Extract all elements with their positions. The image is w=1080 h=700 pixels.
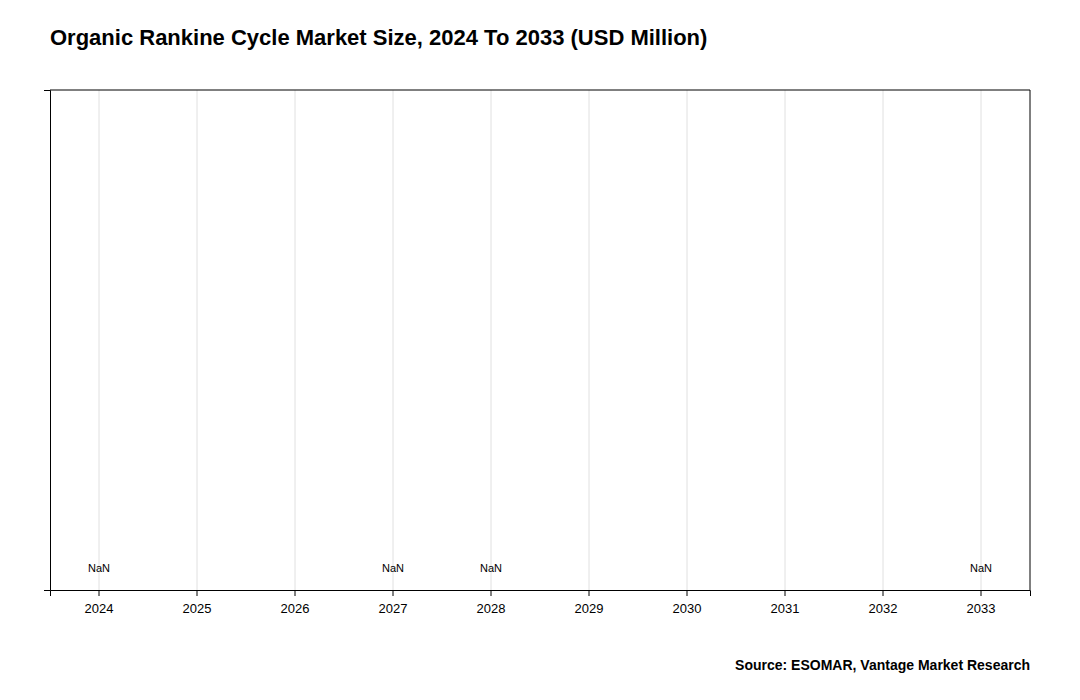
grid-line bbox=[99, 90, 100, 590]
annotation: NaN bbox=[382, 562, 404, 574]
grid-line bbox=[785, 90, 786, 590]
x-tick-label: 2025 bbox=[183, 601, 212, 616]
title: Organic Rankine Cycle Market Size, 2024 … bbox=[50, 25, 707, 50]
y-axis bbox=[44, 91, 51, 591]
x-tick: 2031 bbox=[771, 590, 800, 616]
x-tick-mark bbox=[883, 590, 884, 596]
x-tick: 2027 bbox=[379, 590, 408, 616]
x-tick-label: 2026 bbox=[281, 601, 310, 616]
x-tick-mark bbox=[99, 590, 100, 596]
grid-line bbox=[393, 90, 394, 590]
annotation: NaN bbox=[88, 562, 110, 574]
x-tick-label: 2032 bbox=[869, 601, 898, 616]
frame-top bbox=[50, 90, 1030, 91]
grid-line bbox=[883, 90, 884, 590]
grid-line bbox=[981, 90, 982, 590]
x-tick: 2028 bbox=[477, 590, 506, 616]
grid-line bbox=[197, 90, 198, 590]
source: Source: ESOMAR, Vantage Market Research bbox=[735, 657, 1030, 673]
x-tick-mark bbox=[393, 590, 394, 596]
grid bbox=[99, 90, 981, 590]
x-tick-mark bbox=[295, 590, 296, 596]
chart-root: Organic Rankine Cycle Market Size, 2024 … bbox=[0, 0, 1080, 700]
x-tick: 2029 bbox=[575, 590, 604, 616]
annotations: NaN NaN NaN NaN bbox=[88, 562, 992, 574]
annotation: NaN bbox=[480, 562, 502, 574]
x-tick-label: 2029 bbox=[575, 601, 604, 616]
x-tick-label: 2030 bbox=[673, 601, 702, 616]
plot: 2024 2025 2026 2027 2028 2029 2030 2031 2032 2033… bbox=[44, 90, 1031, 616]
x-tick-mark bbox=[687, 590, 688, 596]
x-tick-mark bbox=[491, 590, 492, 596]
x-tick-label: 2031 bbox=[771, 601, 800, 616]
x-tick-label: 2024 bbox=[85, 601, 114, 616]
frame-right bbox=[1030, 90, 1031, 590]
x-tick: 2024 bbox=[85, 590, 114, 616]
x-axis-line bbox=[51, 591, 1031, 597]
x-tick: 2026 bbox=[281, 590, 310, 616]
x-tick-label: 2028 bbox=[477, 601, 506, 616]
x-tick-mark bbox=[197, 590, 198, 596]
x-tick: 2033 bbox=[967, 590, 996, 616]
x-tick-label: 2027 bbox=[379, 601, 408, 616]
grid-line bbox=[295, 90, 296, 590]
annotation: NaN bbox=[970, 562, 992, 574]
x-axis: 2024 2025 2026 2027 2028 2029 2030 2031 2032 2033 bbox=[51, 590, 1031, 616]
x-tick: 2032 bbox=[869, 590, 898, 616]
grid-line bbox=[589, 90, 590, 590]
x-tick-mark bbox=[785, 590, 786, 596]
x-tick-mark bbox=[589, 590, 590, 596]
y-axis-line bbox=[44, 91, 51, 591]
x-tick-label: 2033 bbox=[967, 601, 996, 616]
grid-line bbox=[687, 90, 688, 590]
x-tick-mark bbox=[981, 590, 982, 596]
x-tick: 2025 bbox=[183, 590, 212, 616]
x-tick: 2030 bbox=[673, 590, 702, 616]
grid-line bbox=[491, 90, 492, 590]
